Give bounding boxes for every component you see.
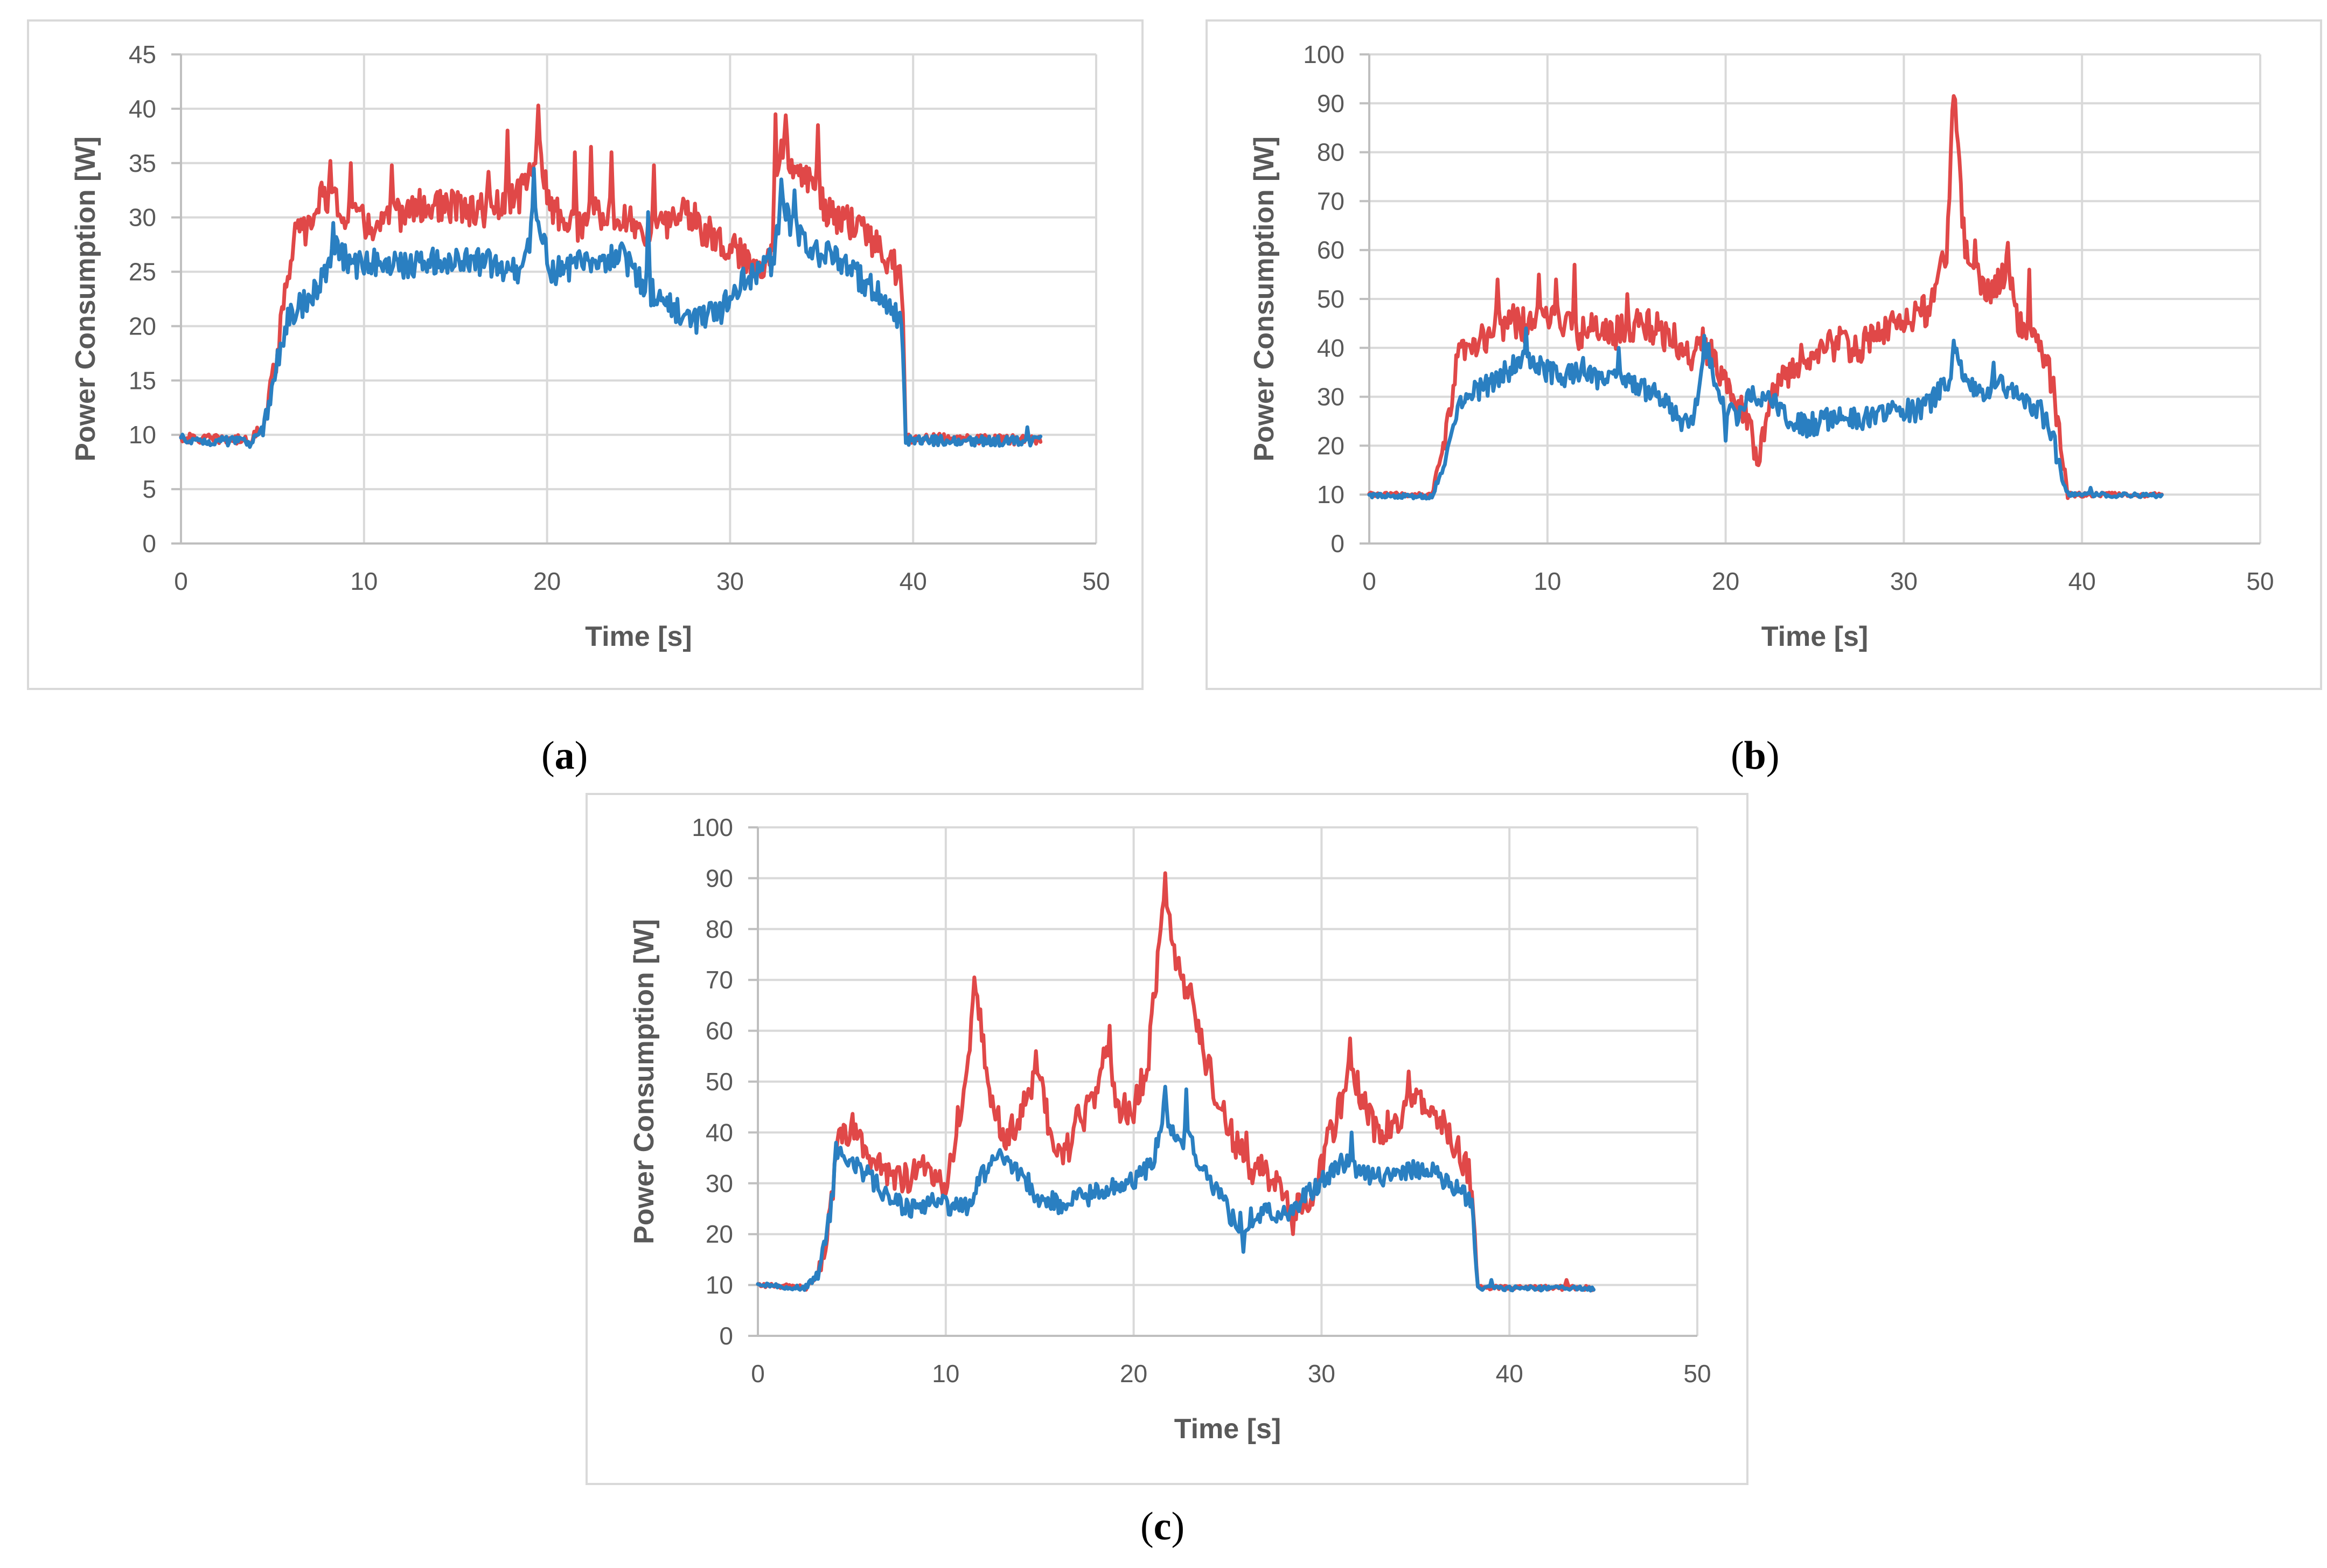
chart-a-series-blue-line	[179, 166, 1043, 449]
chart-b-ytick-label-10: 10	[1317, 480, 1344, 508]
chart-b-x-axis-title: Time [s]	[1761, 621, 1868, 652]
chart-c-xtick-label-30: 30	[1308, 1360, 1335, 1388]
chart-c-ytick-label-0: 0	[719, 1322, 733, 1350]
chart-b-ytick-label-100: 100	[1303, 40, 1344, 68]
chart-c-ytick-label-90: 90	[706, 864, 733, 892]
chart-c-series-blue-line	[756, 1084, 1596, 1293]
chart-b-series-blue-line	[1367, 326, 2164, 501]
chart-c-ytick-label-20: 20	[706, 1220, 733, 1248]
chart-a-xtick-label-10: 10	[350, 567, 378, 595]
chart-b-xtick-label-40: 40	[2068, 567, 2096, 595]
chart-svg-a: 0 5 10 15 20 25 30 35 40 45 0 10 20 30 40 50 Time [s] Pow…	[70, 40, 1110, 652]
chart-a-ytick-label-25: 25	[129, 258, 156, 286]
chart-b-ytick-label-20: 20	[1317, 431, 1344, 459]
caption-a: (a)	[541, 736, 588, 776]
chart-a-xtick-label-30: 30	[716, 567, 744, 595]
chart-b-ytick-label-70: 70	[1317, 187, 1344, 215]
chart-panel-a: 0 5 10 15 20 25 30 35 40 45 0 10 20 30 40 50 Time [s] Pow…	[27, 19, 1144, 690]
chart-a-xtick-label-20: 20	[533, 567, 561, 595]
chart-a-ytick-label-5: 5	[142, 475, 156, 503]
caption-c-close: )	[1171, 1504, 1185, 1549]
chart-b-ytick-label-60: 60	[1317, 236, 1344, 264]
caption-a-close: )	[574, 734, 588, 778]
chart-c-ytick-label-80: 80	[706, 915, 733, 943]
chart-panel-c: 0 10 20 30 40 50 60 70 80 90 100 0 10 20 30 40 50 Time [s…	[586, 793, 1748, 1485]
chart-b-ytick-label-0: 0	[1330, 529, 1344, 557]
chart-c-ytick-label-70: 70	[706, 966, 733, 994]
chart-a-xtick-label-40: 40	[900, 567, 927, 595]
chart-b-xtick-label-50: 50	[2246, 567, 2274, 595]
caption-c: (c)	[1140, 1507, 1185, 1546]
chart-a-ytick-label-0: 0	[142, 529, 156, 557]
chart-a-xtick-label-0: 0	[174, 567, 188, 595]
chart-b-ytick-label-40: 40	[1317, 334, 1344, 362]
chart-b-ytick-label-50: 50	[1317, 285, 1344, 313]
chart-panel-b: 0 10 20 30 40 50 60 70 80 90 100 0 10 20 30 40 50 Time [s…	[1206, 19, 2322, 690]
chart-a-ytick-label-35: 35	[129, 149, 156, 177]
chart-b-ytick-label-90: 90	[1317, 89, 1344, 117]
chart-b-xtick-label-0: 0	[1362, 567, 1376, 595]
caption-b-close: )	[1766, 734, 1780, 778]
chart-b-ytick-label-80: 80	[1317, 138, 1344, 166]
chart-c-y-axis-title: Power Consumption [W]	[629, 919, 660, 1244]
caption-b: (b)	[1731, 736, 1779, 776]
chart-a-x-axis-title: Time [s]	[585, 621, 692, 652]
caption-a-letter: a	[554, 734, 575, 778]
caption-b-open: (	[1731, 734, 1744, 778]
chart-svg-b: 0 10 20 30 40 50 60 70 80 90 100 0 10 20 30 40 50 Time [s…	[1249, 40, 2274, 652]
chart-c-ytick-label-30: 30	[706, 1169, 733, 1197]
chart-a-y-axis-title: Power Consumption [W]	[70, 136, 101, 462]
chart-b-y-axis-title: Power Consumption [W]	[1249, 136, 1280, 462]
chart-b-xtick-label-30: 30	[1890, 567, 1918, 595]
chart-a-ytick-label-10: 10	[129, 421, 156, 449]
chart-c-ytick-label-100: 100	[692, 813, 733, 841]
caption-b-letter: b	[1744, 734, 1766, 778]
chart-c-ytick-label-60: 60	[706, 1017, 733, 1045]
chart-a-ytick-label-20: 20	[129, 312, 156, 340]
chart-c-xtick-label-10: 10	[932, 1360, 959, 1388]
chart-a-ytick-label-15: 15	[129, 366, 156, 394]
chart-a-xtick-label-50: 50	[1082, 567, 1110, 595]
chart-c-xtick-label-0: 0	[751, 1360, 765, 1388]
chart-a-ytick-label-45: 45	[129, 40, 156, 68]
chart-b-xtick-label-20: 20	[1712, 567, 1739, 595]
caption-c-letter: c	[1153, 1504, 1172, 1549]
chart-b-series-red-line	[1367, 94, 2164, 500]
chart-c-series-red-line	[756, 871, 1596, 1292]
chart-c-xtick-label-40: 40	[1496, 1360, 1523, 1388]
chart-c-ytick-label-40: 40	[706, 1118, 733, 1146]
chart-b-ytick-label-30: 30	[1317, 383, 1344, 411]
caption-c-open: (	[1140, 1504, 1154, 1549]
chart-svg-c: 0 10 20 30 40 50 60 70 80 90 100 0 10 20 30 40 50 Time [s…	[629, 813, 1711, 1445]
chart-c-xtick-label-50: 50	[1683, 1360, 1711, 1388]
chart-a-ytick-label-30: 30	[129, 204, 156, 232]
chart-c-ytick-label-10: 10	[706, 1271, 733, 1299]
caption-a-open: (	[541, 734, 555, 778]
chart-c-x-axis-title: Time [s]	[1174, 1413, 1281, 1445]
chart-a-series-red-line	[179, 103, 1043, 447]
chart-b-xtick-label-10: 10	[1534, 567, 1561, 595]
chart-a-ytick-label-40: 40	[129, 95, 156, 123]
chart-c-ytick-label-50: 50	[706, 1068, 733, 1096]
chart-c-xtick-label-20: 20	[1120, 1360, 1147, 1388]
